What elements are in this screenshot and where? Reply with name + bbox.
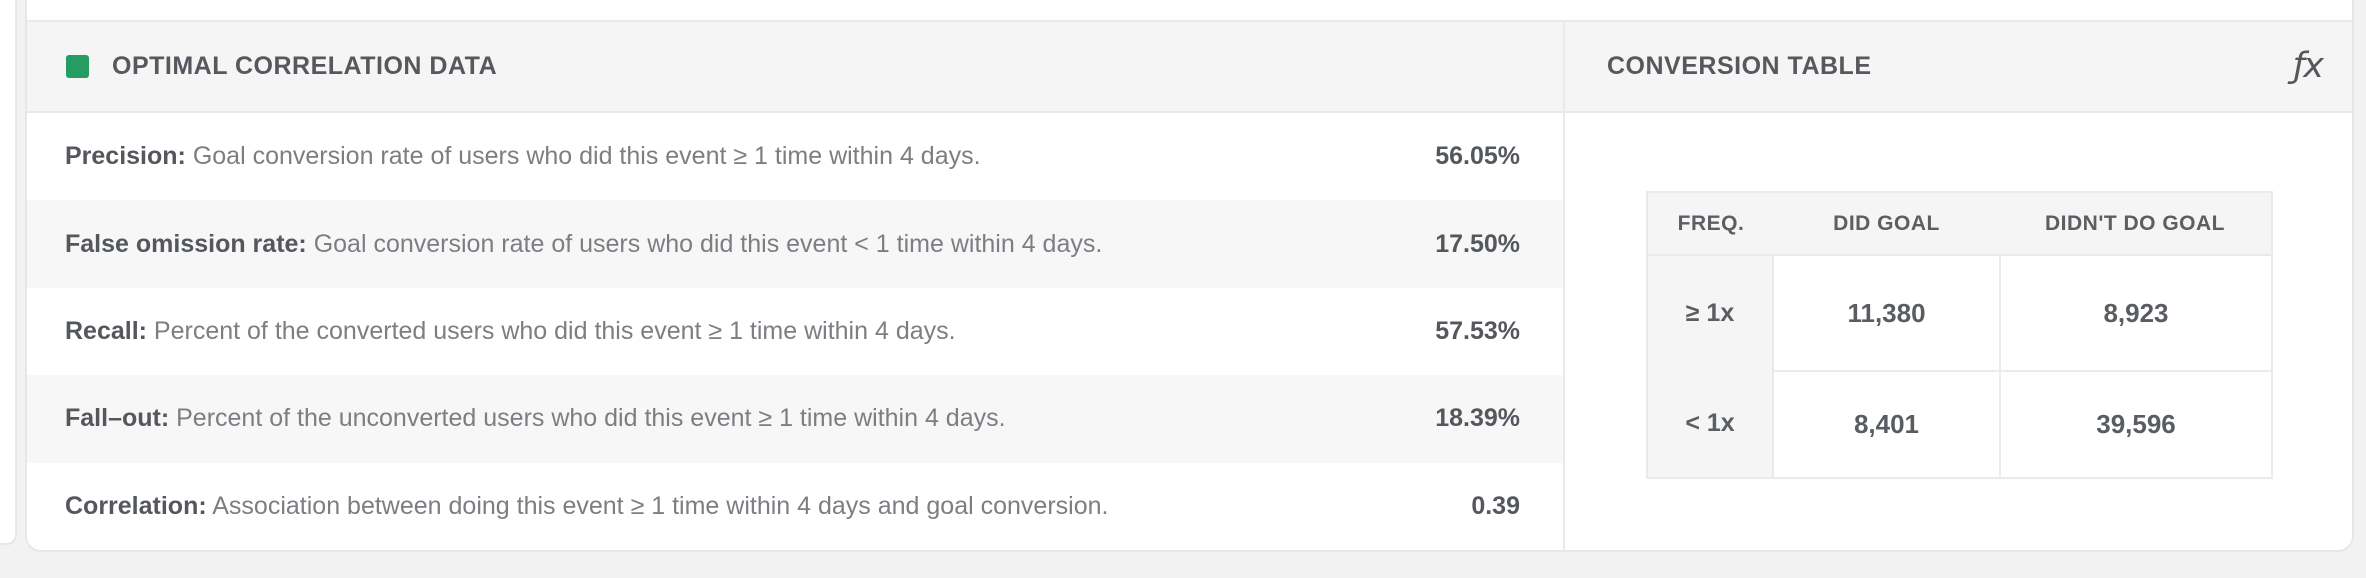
- metric-value: 0.39: [1471, 491, 1520, 520]
- metric-value: 56.05%: [1435, 142, 1520, 171]
- left-panel-header: OPTIMAL CORRELATION DATA: [27, 22, 1565, 111]
- table-cell-didnt-do-goal-lt1x: 39,596: [1999, 370, 2271, 477]
- metric-value: 17.50%: [1435, 229, 1520, 258]
- correlation-card: OPTIMAL CORRELATION DATA CONVERSION TABL…: [25, 0, 2354, 552]
- metric-text: Precision: Goal conversion rate of users…: [65, 142, 981, 171]
- table-cell-did-goal-ge1x: 11,380: [1774, 256, 1999, 370]
- metric-label: Fall–out:: [65, 404, 170, 433]
- metric-value: 57.53%: [1435, 317, 1520, 346]
- adjacent-card-edge: [0, 0, 17, 545]
- metric-description: Association between doing this event ≥ 1…: [206, 491, 1109, 520]
- metric-text: False omission rate: Goal conversion rat…: [65, 230, 1102, 259]
- conversion-table-title: CONVERSION TABLE: [1607, 52, 1872, 80]
- metric-row-correlation: Correlation: Association between doing t…: [27, 462, 1563, 550]
- metric-text: Fall–out: Percent of the unconverted use…: [65, 404, 1006, 433]
- table-cell-freq-ge1x: ≥ 1x: [1648, 256, 1774, 370]
- metric-description: Percent of the unconverted users who did…: [169, 404, 1006, 433]
- metric-description: Goal conversion rate of users who did th…: [306, 229, 1103, 258]
- metric-label: Precision:: [65, 142, 186, 171]
- metric-row-recall: Recall: Percent of the converted users w…: [27, 287, 1563, 376]
- panel-divider: [1563, 20, 1565, 550]
- metric-description: Goal conversion rate of users who did th…: [185, 142, 981, 171]
- panel-header-band: OPTIMAL CORRELATION DATA CONVERSION TABL…: [27, 20, 2352, 113]
- metric-row-fall-out: Fall–out: Percent of the unconverted use…: [27, 375, 1563, 463]
- metric-row-false-omission-rate: False omission rate: Goal conversion rat…: [27, 200, 1563, 288]
- metric-row-precision: Precision: Goal conversion rate of users…: [27, 113, 1563, 201]
- metric-text: Correlation: Association between doing t…: [65, 492, 1108, 521]
- table-cell-freq-lt1x: < 1x: [1648, 370, 1774, 477]
- formula-fx-icon[interactable]: ƒx: [2292, 46, 2324, 86]
- event-color-swatch: [66, 55, 89, 78]
- metric-label: False omission rate:: [65, 229, 307, 258]
- metric-value: 18.39%: [1435, 404, 1520, 433]
- right-panel-header: CONVERSION TABLE ƒx: [1565, 22, 2352, 111]
- metric-description: Percent of the converted users who did t…: [146, 317, 956, 346]
- table-header-did-goal: DID GOAL: [1774, 193, 1999, 256]
- metric-label: Correlation:: [65, 491, 207, 520]
- left-panel-title: OPTIMAL CORRELATION DATA: [112, 52, 498, 80]
- table-header-freq: FREQ.: [1648, 193, 1774, 256]
- metric-label: Recall:: [65, 317, 147, 346]
- table-header-didnt-do-goal: DIDN'T DO GOAL: [1999, 193, 2271, 256]
- table-cell-didnt-do-goal-ge1x: 8,923: [1999, 256, 2271, 370]
- table-cell-did-goal-lt1x: 8,401: [1774, 370, 1999, 477]
- metric-text: Recall: Percent of the converted users w…: [65, 317, 956, 346]
- conversion-table: FREQ. DID GOAL DIDN'T DO GOAL ≥ 1x 11,38…: [1646, 191, 2273, 479]
- metric-rows: Precision: Goal conversion rate of users…: [27, 113, 1563, 550]
